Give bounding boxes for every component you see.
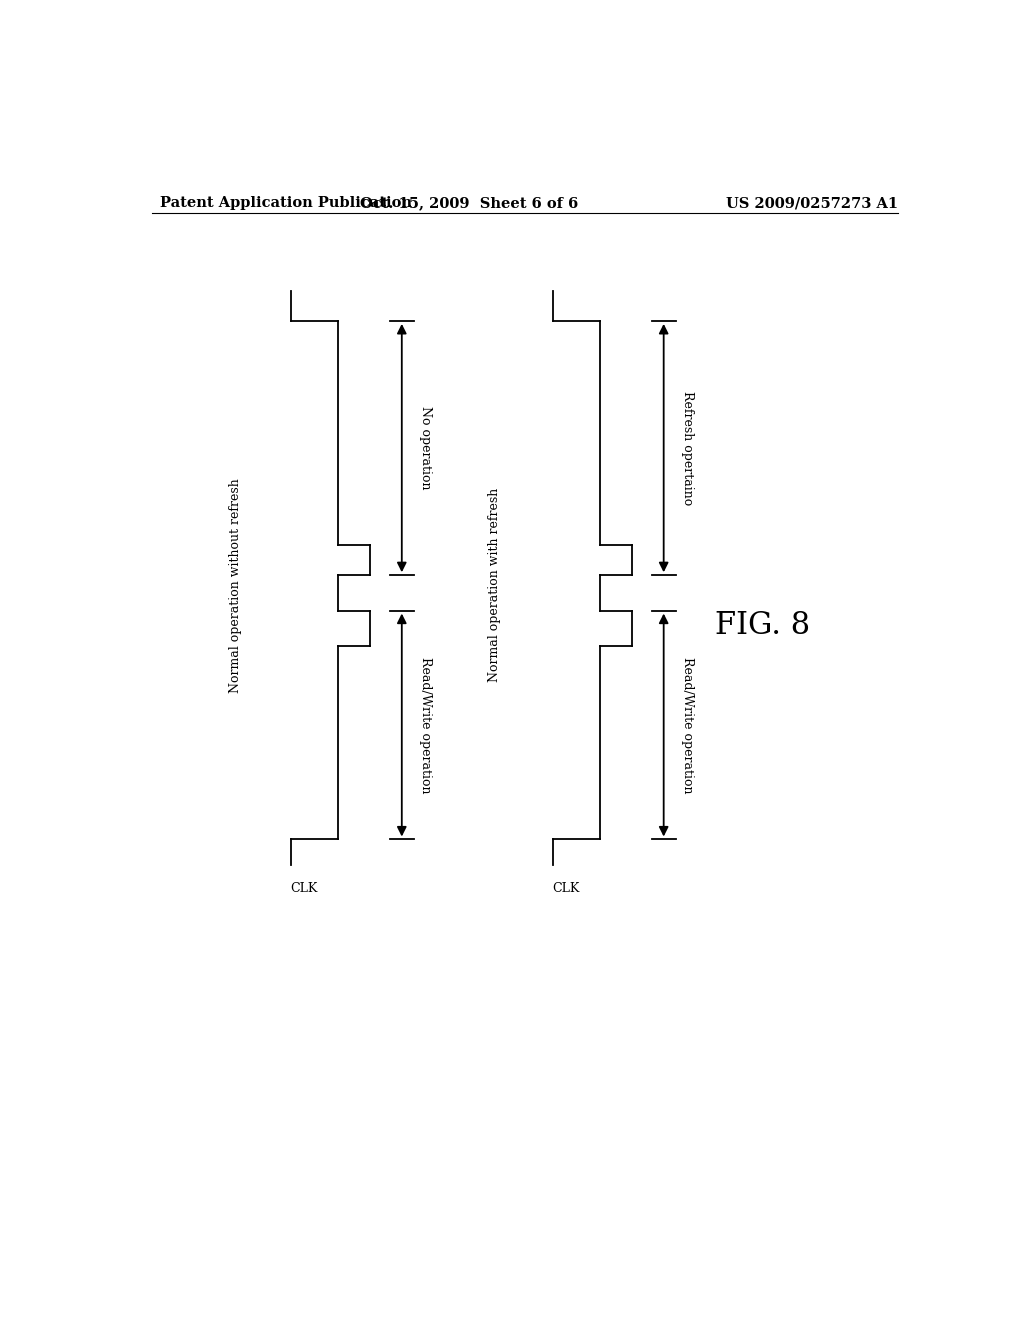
Text: Read/Write operation: Read/Write operation: [681, 657, 694, 793]
Text: Read/Write operation: Read/Write operation: [419, 657, 432, 793]
Text: Patent Application Publication: Patent Application Publication: [160, 197, 412, 210]
Text: CLK: CLK: [291, 882, 317, 895]
Text: US 2009/0257273 A1: US 2009/0257273 A1: [726, 197, 898, 210]
Text: Normal operation without refresh: Normal operation without refresh: [228, 478, 242, 693]
Text: Refresh opertaino: Refresh opertaino: [681, 391, 694, 506]
Text: No operation: No operation: [419, 407, 432, 490]
Text: Oct. 15, 2009  Sheet 6 of 6: Oct. 15, 2009 Sheet 6 of 6: [360, 197, 579, 210]
Text: CLK: CLK: [552, 882, 580, 895]
Text: Normal operation with refresh: Normal operation with refresh: [488, 488, 501, 682]
Text: FIG. 8: FIG. 8: [716, 610, 810, 642]
